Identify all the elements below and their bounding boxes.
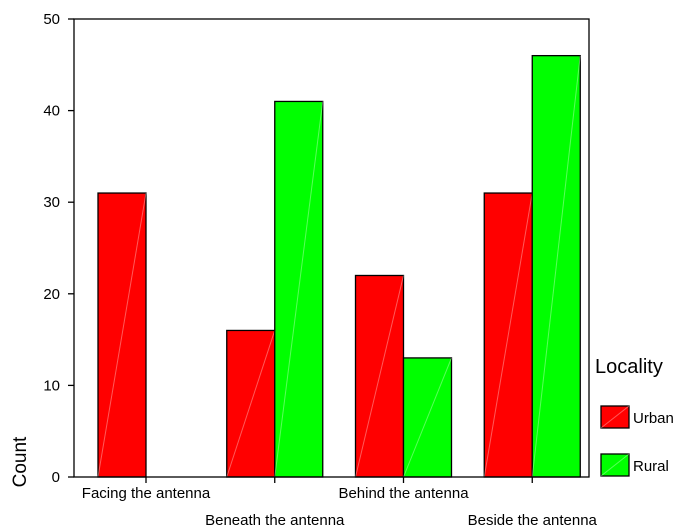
- x-tick-label-1: Beneath the antenna: [205, 512, 345, 529]
- axes-group: 0 10 20 30 40 50 Facing the antenna Beneath the…: [43, 11, 597, 529]
- bar-rural-1: [274, 100, 324, 478]
- y-tick-label-50: 50: [43, 11, 60, 28]
- bar-rural-2: [402, 357, 453, 478]
- legend-title: Locality: [595, 356, 663, 378]
- x-tick-label-0: Facing the antenna: [82, 485, 211, 502]
- bar-shade-rural-2: [403, 357, 452, 478]
- bar-shade-rural-3: [531, 55, 581, 478]
- bar-urban-1: [226, 329, 276, 478]
- y-tick-label-40: 40: [43, 103, 60, 120]
- bar-urban-2: [354, 274, 405, 478]
- legend-swatch-urban: [600, 405, 630, 429]
- y-axis-label: Count: [10, 436, 31, 487]
- legend-label-urban: Urban: [633, 410, 674, 427]
- legend: Locality Urban Rural: [595, 356, 674, 477]
- legend-label-rural: Rural: [633, 458, 669, 475]
- y-tick-label-0: 0: [52, 469, 60, 486]
- bar-shade-urban-0: [97, 192, 147, 478]
- y-tick-label-30: 30: [43, 194, 60, 211]
- bar-shade-rural-1: [274, 101, 324, 478]
- bars-group: [97, 54, 581, 478]
- plot-frame: [73, 18, 590, 478]
- bar-shade-urban-1: [226, 330, 276, 478]
- legend-swatch-rural: [600, 453, 630, 477]
- legend-swatch-shade-urban: [600, 405, 630, 429]
- x-tick-label-2: Behind the antenna: [338, 485, 469, 502]
- bar-rural-3: [531, 54, 581, 478]
- bar-shade-urban-2: [355, 275, 404, 478]
- y-tick-label-10: 10: [43, 377, 60, 394]
- x-tick-label-3: Beside the antenna: [468, 512, 598, 529]
- bar-shade-urban-3: [483, 192, 533, 478]
- y-tick-label-20: 20: [43, 286, 60, 303]
- legend-swatch-shade-rural: [600, 453, 630, 477]
- bar-urban-0: [97, 192, 147, 478]
